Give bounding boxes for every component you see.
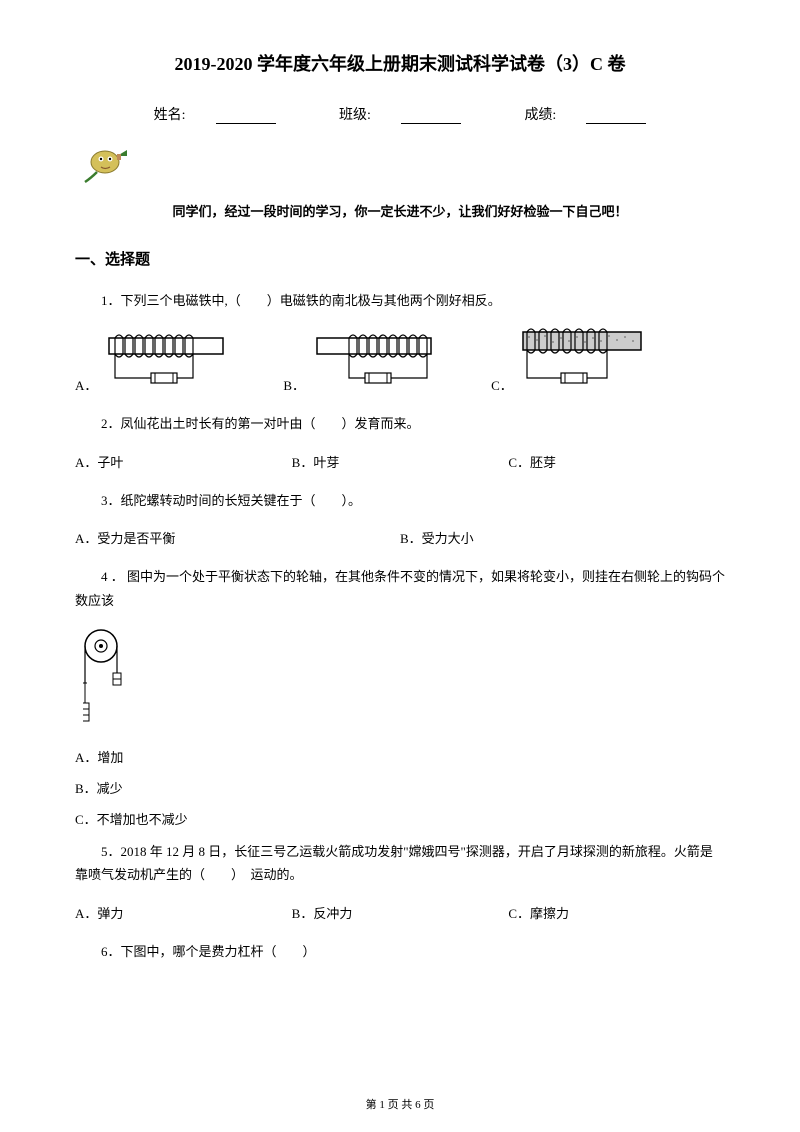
electromagnet-b-icon xyxy=(309,330,439,394)
page-footer: 第 1 页 共 6 页 xyxy=(0,1096,800,1112)
q4-option-c: C．不增加也不减少 xyxy=(75,809,725,828)
pencil-icon xyxy=(83,144,725,189)
question-4: 4 ． 图中为一个处于平衡状态下的轮轴，在其他条件不变的情况下，如果将轮变小，则… xyxy=(75,565,725,612)
q5-options: A．弹力 B．反冲力 C．摩擦力 xyxy=(75,903,725,922)
electromagnet-a-icon xyxy=(101,330,231,394)
score-blank[interactable] xyxy=(586,123,646,124)
q3-option-b: B．受力大小 xyxy=(400,528,474,547)
exam-title: 2019-2020 学年度六年级上册期末测试科学试卷（3）C 卷 xyxy=(75,50,725,76)
class-blank[interactable] xyxy=(401,123,461,124)
name-blank[interactable] xyxy=(216,123,276,124)
q3-option-a: A．受力是否平衡 xyxy=(75,528,400,547)
q2-option-a: A．子叶 xyxy=(75,452,292,471)
q3-options: A．受力是否平衡 B．受力大小 xyxy=(75,528,725,547)
q2-options: A．子叶 B．叶芽 C．胚芽 xyxy=(75,452,725,471)
q4-option-b: B．减少 xyxy=(75,778,725,797)
q4-option-a: A．增加 xyxy=(75,747,725,766)
question-5: 5．2018 年 12 月 8 日，长征三号乙运载火箭成功发射"嫦娥四号"探测器… xyxy=(75,840,725,887)
encouragement-text: 同学们，经过一段时间的学习，你一定长进不少，让我们好好检验一下自己吧！ xyxy=(75,201,725,220)
question-3: 3．纸陀螺转动时间的长短关键在于（ ）。 xyxy=(75,489,725,512)
q5-option-a: A．弹力 xyxy=(75,903,292,922)
q5-option-c: C．摩擦力 xyxy=(508,903,725,922)
q1-option-c-label: C． xyxy=(491,375,513,394)
question-6: 6．下图中，哪个是费力杠杆（ ） xyxy=(75,940,725,963)
q1-option-b-label: B． xyxy=(283,375,305,394)
q2-option-b: B．叶芽 xyxy=(292,452,509,471)
q1-options: A． B． xyxy=(75,328,725,394)
student-info-row: 姓名: 班级: 成绩: xyxy=(75,104,725,124)
electromagnet-c-icon xyxy=(517,328,647,394)
pulley-diagram-icon xyxy=(83,628,725,733)
question-1: 1．下列三个电磁铁中,（ ）电磁铁的南北极与其他两个刚好相反。 xyxy=(75,289,725,312)
q5-option-b: B．反冲力 xyxy=(292,903,509,922)
section-1-title: 一、选择题 xyxy=(75,248,725,269)
class-label: 班级: xyxy=(324,104,476,124)
name-label: 姓名: xyxy=(139,104,291,124)
score-label: 成绩: xyxy=(509,104,661,124)
q2-option-c: C．胚芽 xyxy=(508,452,725,471)
question-2: 2．凤仙花出土时长有的第一对叶由（ ）发育而来。 xyxy=(75,412,725,435)
q1-option-a-label: A． xyxy=(75,375,97,394)
